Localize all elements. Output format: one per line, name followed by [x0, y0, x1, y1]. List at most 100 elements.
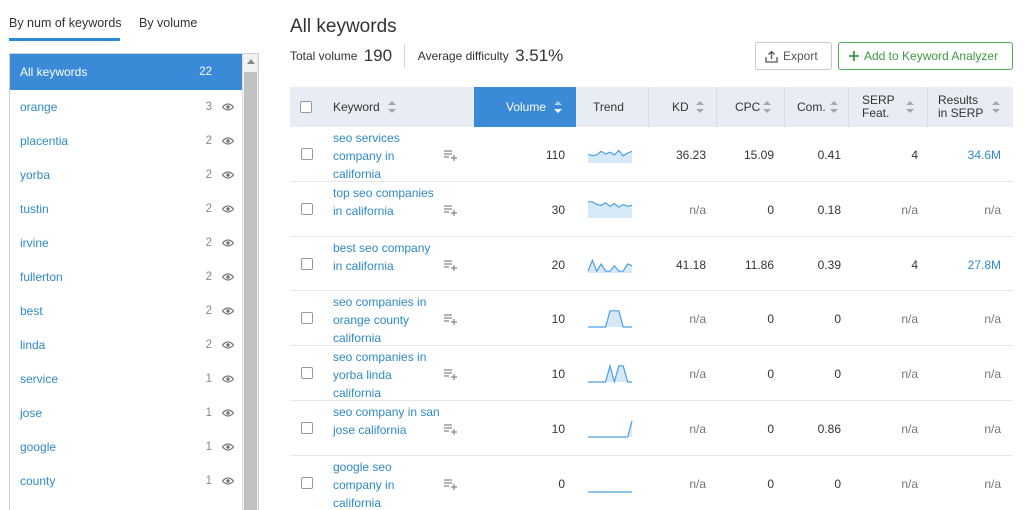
eye-icon[interactable] [222, 408, 234, 418]
keyword-group-label: fullerton [20, 270, 63, 284]
keyword-link[interactable]: top seo companies in california [333, 185, 434, 218]
keyword-group-item[interactable]: service 1 [10, 362, 243, 396]
results-in-serp-value[interactable]: 27.8M [967, 257, 1001, 272]
trend-area [588, 420, 632, 437]
column-results-in-serp[interactable]: Results in SERP [927, 87, 1013, 127]
add-to-list-icon[interactable] [444, 478, 458, 490]
eye-icon[interactable] [222, 204, 234, 214]
table-row: seo company in san jose california 10 n/a 0… [290, 401, 1013, 456]
results-in-serp-value[interactable]: 34.6M [967, 148, 1001, 162]
keyword-link[interactable]: seo companies in orange county californi… [333, 295, 427, 346]
add-to-list-icon[interactable] [444, 423, 458, 435]
keyword-group-count: 1 [205, 475, 212, 487]
column-results-in-serp-label: Results in SERP [938, 94, 983, 120]
keyword-group-item[interactable]: linda 2 [10, 328, 243, 362]
column-volume[interactable]: Volume [474, 87, 576, 127]
scrollbar[interactable] [242, 54, 258, 510]
keyword-group-count: 2 [205, 237, 212, 249]
column-cpc[interactable]: CPC [716, 87, 784, 127]
totals-summary: Total volume 190 Average difficulty 3.51… [290, 45, 563, 69]
serp-features-value: n/a [901, 421, 918, 436]
keyword-group-item[interactable]: jose 1 [10, 396, 243, 430]
keyword-link[interactable]: best seo company in california [333, 240, 431, 273]
eye-icon[interactable] [222, 272, 234, 282]
keyword-group-item[interactable]: fullerton 2 [10, 260, 243, 294]
column-divider [648, 87, 649, 127]
column-divider [848, 87, 849, 127]
total-volume-value: 190 [363, 46, 393, 65]
results-in-serp-value: n/a [984, 202, 1001, 217]
row-checkbox[interactable] [301, 148, 313, 160]
tab-by-volume[interactable]: By volume [139, 16, 198, 30]
keyword-group-item[interactable]: best 2 [10, 294, 243, 328]
keyword-group-item[interactable]: irvine 2 [10, 226, 243, 260]
add-to-list-icon[interactable] [444, 368, 458, 381]
keywords-table-body: seo services company in california 110 36.… [290, 127, 1013, 510]
keyword-link[interactable]: seo services company in california [333, 131, 400, 181]
trend-sparkline [588, 310, 632, 328]
keyword-group-item[interactable]: county 1 [10, 464, 243, 498]
eye-icon[interactable] [222, 238, 234, 248]
add-to-list-icon[interactable] [444, 259, 458, 271]
keyword-group-item[interactable]: orange 3 [10, 90, 243, 124]
keyword-group-item[interactable]: All keywords 22 [10, 54, 243, 90]
keyword-group-count: 1 [205, 441, 212, 453]
sort-icon [763, 101, 771, 113]
row-checkbox[interactable] [301, 367, 313, 380]
export-button[interactable]: Export [755, 42, 832, 70]
row-checkbox[interactable] [301, 202, 313, 215]
results-in-serp-value: n/a [984, 367, 1001, 382]
keyword-group-item[interactable]: yorba 2 [10, 158, 243, 192]
add-to-list-icon[interactable] [444, 204, 458, 216]
row-checkbox[interactable] [301, 257, 313, 270]
cpc-value: 0 [767, 312, 774, 327]
keyword-group-item[interactable]: google 1 [10, 430, 243, 464]
row-checkbox[interactable] [301, 476, 313, 489]
eye-icon[interactable] [222, 136, 234, 146]
eye-icon[interactable] [222, 374, 234, 384]
keyword-group-item[interactable]: tustin 2 [10, 192, 243, 226]
select-all-checkbox[interactable] [300, 101, 312, 113]
trend-line [588, 310, 632, 328]
row-checkbox[interactable] [301, 421, 313, 434]
scrollbar-thumb[interactable] [244, 72, 257, 510]
table-row: google seo company in california 0 n/a 0 0 n/… [290, 456, 1013, 510]
eye-icon[interactable] [222, 102, 234, 112]
add-to-list-icon[interactable] [444, 149, 458, 161]
volume-value: 10 [551, 312, 565, 327]
serp-label-line-1: SERP [862, 93, 895, 107]
keyword-link[interactable]: google seo company in california [333, 459, 395, 510]
keyword-link[interactable]: seo company in san jose california [333, 404, 440, 437]
keyword-group-count: 2 [205, 305, 212, 317]
column-kd[interactable]: KD [648, 87, 716, 127]
sort-icon [388, 101, 396, 113]
column-serp-features[interactable]: SERP Feat. [848, 87, 927, 127]
eye-icon[interactable] [222, 476, 234, 486]
scroll-up-arrow[interactable] [247, 59, 255, 64]
add-to-list-icon[interactable] [444, 313, 458, 326]
kd-value: 41.18 [675, 257, 706, 272]
keyword-group-item[interactable]: placentia 2 [10, 124, 243, 158]
trend-sparkline [588, 420, 633, 438]
results-in-serp-value: n/a [984, 476, 1001, 491]
keyword-group-count: 1 [205, 373, 212, 385]
cpc-value: 0 [767, 421, 774, 436]
volume-value: 20 [551, 257, 565, 272]
keyword-link[interactable]: seo companies in yorba linda california [333, 350, 427, 401]
keyword-groups-list: All keywords 22 orange 3 placentia 2 yorba 2 tus… [10, 54, 243, 498]
row-checkbox[interactable] [301, 312, 313, 325]
eye-icon[interactable] [222, 170, 234, 180]
trend-sparkline [588, 363, 632, 384]
eye-icon[interactable] [222, 306, 234, 316]
eye-icon[interactable] [222, 442, 234, 452]
eye-icon[interactable] [222, 340, 234, 350]
column-com[interactable]: Com. [784, 87, 848, 127]
add-to-keyword-analyzer-button[interactable]: Add to Keyword Analyzer [838, 42, 1013, 70]
tab-by-num-of-keywords[interactable]: By num of keywords [9, 16, 122, 30]
column-keyword[interactable]: Keyword [322, 87, 474, 127]
keyword-group-label: best [20, 304, 43, 318]
trend-line [588, 363, 632, 384]
sort-icon [554, 101, 562, 113]
cpc-value: 11.86 [744, 257, 774, 272]
sort-icon [906, 101, 914, 113]
